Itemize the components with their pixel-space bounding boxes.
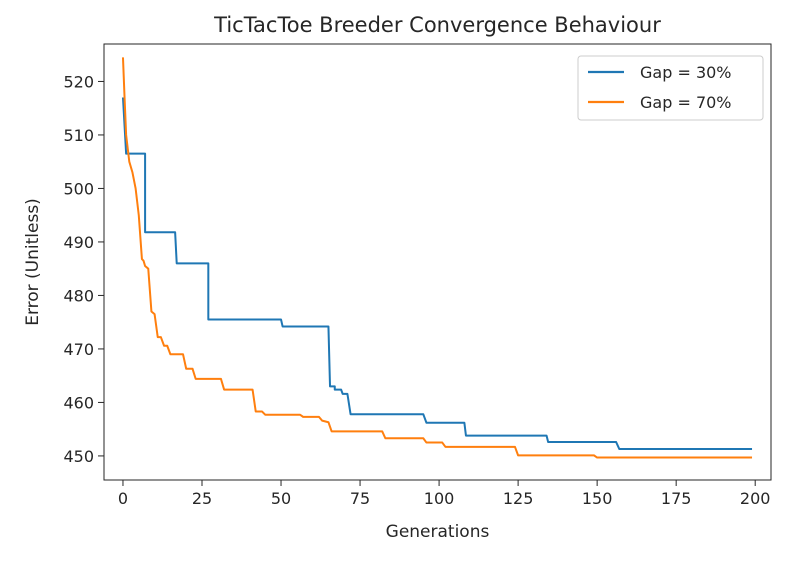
legend-label-gap-30: Gap = 30% [640,63,732,82]
series-line-gap-70 [121,57,753,459]
legend: Gap = 30% Gap = 70% [577,55,764,121]
x-tick-label: 150 [582,489,613,508]
x-tick-label: 100 [424,489,455,508]
series-layer [121,57,753,459]
x-tick-label: 125 [503,489,534,508]
legend-box [577,55,764,121]
x-tick-label: 200 [740,489,771,508]
x-tick-label: 50 [271,489,291,508]
y-tick-label: 520 [63,72,94,91]
y-tick-label: 470 [63,340,94,359]
plot-frame [103,43,772,481]
chart-title: TicTacToe Breeder Convergence Behaviour [213,13,661,37]
x-tick-label: 25 [192,489,212,508]
y-tick-label: 500 [63,179,94,198]
y-axis: 450 460 470 480 490 500 510 520 [63,72,104,466]
x-tick-label: 175 [661,489,692,508]
legend-label-gap-70: Gap = 70% [640,93,732,112]
x-axis-label: Generations [386,522,490,542]
x-tick-label: 75 [350,489,370,508]
x-tick-label: 0 [118,489,128,508]
x-axis: 0 25 50 75 100 125 150 175 200 [118,480,771,508]
y-tick-label: 450 [63,447,94,466]
y-tick-label: 460 [63,393,94,412]
y-tick-label: 490 [63,233,94,252]
y-axis-label: Error (Unitless) [23,198,43,326]
y-tick-label: 510 [63,126,94,145]
y-tick-label: 480 [63,286,94,305]
series-line-gap-30 [121,97,753,450]
